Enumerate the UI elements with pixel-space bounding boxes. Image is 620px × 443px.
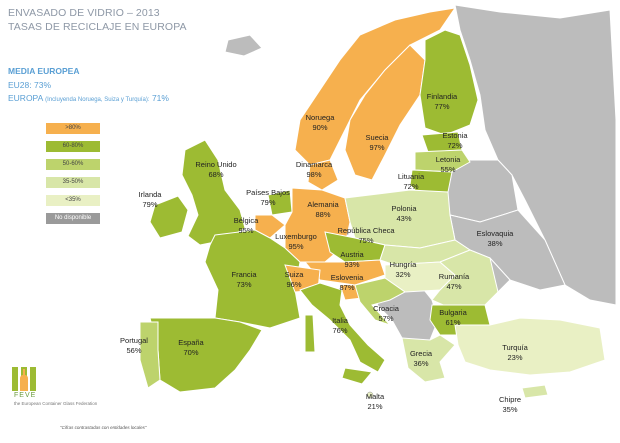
label-paises-bajos: Países Bajos 79%	[246, 188, 290, 207]
label-dinamarca: Dinamarca 98%	[295, 160, 333, 179]
label-noruega: Noruega 90%	[305, 113, 335, 132]
label-bulgaria: Bulgaria 61%	[439, 308, 467, 327]
cyprus-region	[521, 384, 549, 399]
label-lituania: Lituania 72%	[397, 172, 425, 191]
label-turquia: Turquía 23%	[502, 343, 528, 362]
eu28-average: EU28: 73%	[8, 80, 51, 90]
label-espana: España 70%	[178, 338, 204, 357]
europa-label: EUROPA	[8, 93, 43, 103]
label-chipre: Chipre 35%	[498, 395, 522, 414]
finland-region	[419, 29, 479, 136]
label-estonia: Estonia 72%	[442, 131, 468, 150]
label-luxemburgo: Luxemburgo 95%	[275, 232, 317, 251]
label-italia: Italia 76%	[332, 316, 348, 335]
legend-item-nd: No disponible	[46, 213, 100, 224]
sweden-region	[344, 44, 426, 181]
label-croacia: Croacia 57%	[373, 304, 399, 323]
label-republica-checa: República Checa 75%	[337, 226, 395, 245]
denmark-region	[307, 159, 339, 191]
france-region	[204, 229, 301, 329]
legend-item-gt80: >80%	[46, 123, 100, 134]
spain-region	[149, 317, 263, 393]
europa-note: (Incluyenda Noruega, Suiza y Turquía):	[45, 97, 150, 103]
greece-region	[401, 334, 456, 383]
label-polonia: Polonia 43%	[391, 204, 417, 223]
map-title: ENVASADO DE VIDRIO – 2013	[8, 7, 160, 19]
media-heading: MEDIA EUROPEA	[8, 66, 80, 76]
label-belgica: Bélgica 95%	[233, 216, 259, 235]
label-malta: Malta 21%	[365, 392, 385, 411]
label-suecia: Suecia 97%	[365, 133, 389, 152]
label-irlanda: Irlanda 79%	[138, 190, 162, 209]
logo-name: FEVE	[14, 392, 37, 399]
europa-average: EUROPA (Incluyenda Noruega, Suiza y Turq…	[8, 93, 169, 103]
europa-value: 71%	[151, 93, 169, 103]
label-reino-unido: Reino Unido 68%	[195, 160, 237, 179]
label-eslovenia: Eslovenia 87%	[330, 273, 364, 292]
bottle-icon	[12, 367, 36, 391]
turkey-region	[454, 317, 606, 376]
sardinia-region	[304, 314, 316, 353]
portugal-region	[139, 321, 161, 389]
italy-region	[299, 282, 386, 373]
label-hungria: Hungría 32%	[389, 260, 417, 279]
legend-item-60-80: 60-80%	[46, 141, 100, 152]
label-alemania: Alemania 88%	[307, 200, 339, 219]
legend-item-35-50: 35-50%	[46, 177, 100, 188]
sicily-region	[341, 367, 373, 385]
map-subtitle: TASAS DE RECICLAJE EN EUROPA	[8, 21, 187, 33]
label-eslovaquia: Eslovaquia 38%	[476, 229, 514, 248]
label-rumania: Rumanía 47%	[438, 272, 470, 291]
malta-region	[366, 391, 374, 399]
label-grecia: Grecia 36%	[409, 349, 433, 368]
logo-tagline: the European Container Glass Federation	[14, 401, 98, 406]
label-suiza: Suiza 96%	[284, 270, 304, 289]
latvia-region	[414, 149, 471, 173]
label-austria: Austria 93%	[340, 250, 364, 269]
feve-logo	[12, 367, 52, 398]
croatia-region	[354, 277, 406, 327]
label-portugal: Portugal 56%	[120, 336, 148, 355]
ireland-region	[149, 195, 189, 239]
footnote: "Cifras contrastadas con entidades local…	[60, 425, 147, 430]
legend-item-50-60: 50-60%	[46, 159, 100, 170]
label-finlandia: Finlandia 77%	[426, 92, 458, 111]
label-francia: Francia 73%	[231, 270, 257, 289]
belgium-region	[254, 214, 286, 239]
label-letonia: Letonia 55%	[435, 155, 461, 174]
iceland-region	[224, 34, 263, 57]
legend-item-lt35: <35%	[46, 195, 100, 206]
